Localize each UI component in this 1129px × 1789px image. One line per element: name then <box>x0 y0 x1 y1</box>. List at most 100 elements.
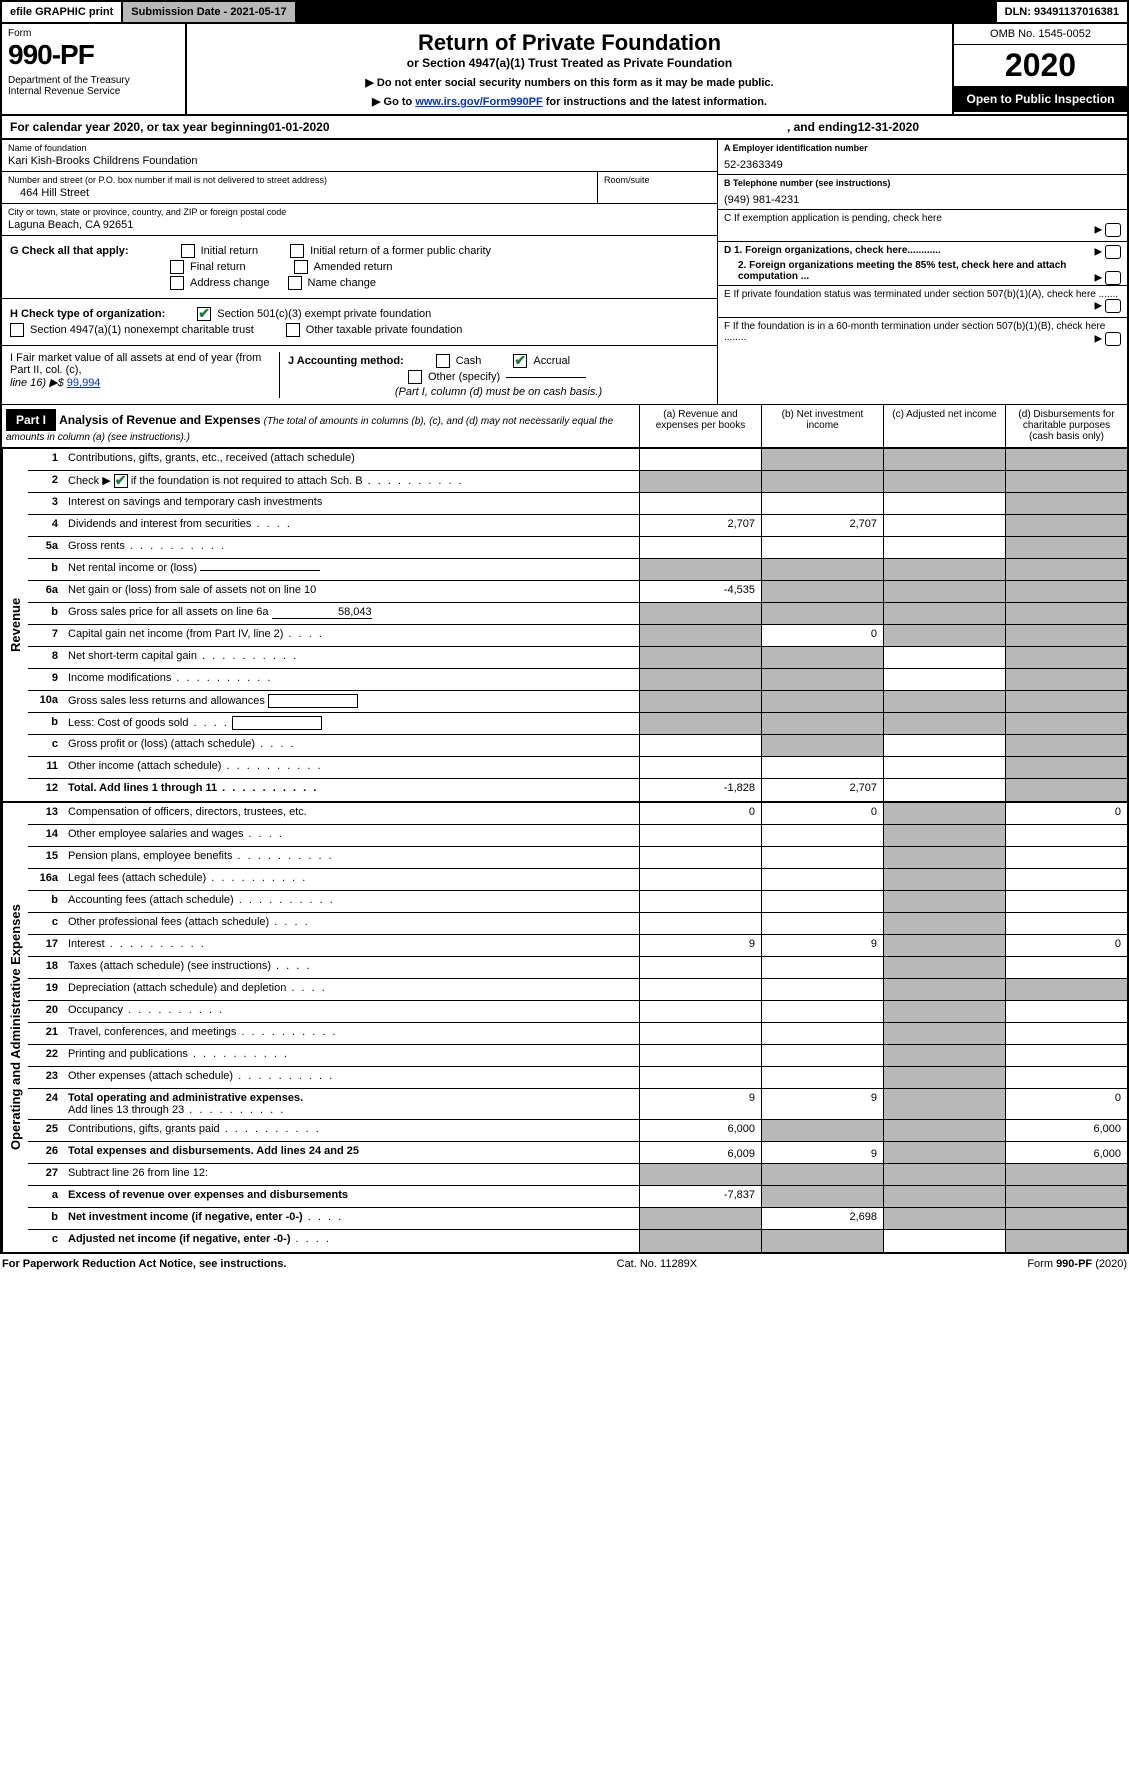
l1-desc: Contributions, gifts, grants, etc., rece… <box>64 449 639 470</box>
l25-c <box>883 1120 1005 1141</box>
chk-initial-former[interactable] <box>290 244 304 258</box>
header-right: OMB No. 1545-0052 2020 Open to Public In… <box>952 24 1127 114</box>
chk-amended-return[interactable] <box>294 260 308 274</box>
l16a-b <box>761 869 883 890</box>
l7-c <box>883 625 1005 646</box>
d2-label: 2. Foreign organizations meeting the 85%… <box>738 260 1066 282</box>
info-left: Name of foundation Kari Kish-Brooks Chil… <box>2 140 717 404</box>
l14-b <box>761 825 883 846</box>
l10c-b <box>761 735 883 756</box>
ln-27b: b <box>28 1208 64 1229</box>
instr-post: for instructions and the latest informat… <box>543 96 767 108</box>
efile-label[interactable]: efile GRAPHIC print <box>2 2 123 22</box>
chk-final-return[interactable] <box>170 260 184 274</box>
l25-a: 6,000 <box>639 1120 761 1141</box>
footer-right: Form 990-PF (2020) <box>1027 1258 1127 1270</box>
cal-begin: 01-01-2020 <box>268 120 329 134</box>
chk-address-change[interactable] <box>170 276 184 290</box>
l10b-box <box>232 716 322 730</box>
l27-desc: Subtract line 26 from line 12: <box>64 1164 639 1185</box>
l6b-d <box>1005 603 1127 624</box>
l14-text: Other employee salaries and wages <box>68 828 243 840</box>
part1-title-cell: Part I Analysis of Revenue and Expenses … <box>2 405 639 447</box>
chk-d1[interactable] <box>1105 245 1121 259</box>
l22-b <box>761 1045 883 1066</box>
foundation-name-cell: Name of foundation Kari Kish-Brooks Chil… <box>2 140 717 172</box>
l25-desc: Contributions, gifts, grants paid <box>64 1120 639 1141</box>
chk-other-taxable[interactable] <box>286 323 300 337</box>
irs-link[interactable]: www.irs.gov/Form990PF <box>415 96 542 108</box>
city-label: City or town, state or province, country… <box>8 207 711 217</box>
phone-cell: B Telephone number (see instructions) (9… <box>718 175 1127 210</box>
l1-d <box>1005 449 1127 470</box>
l16a-text: Legal fees (attach schedule) <box>68 872 206 884</box>
chk-501c3[interactable] <box>197 307 211 321</box>
l24-d: 0 <box>1005 1089 1127 1119</box>
other-specify-line <box>506 377 586 378</box>
ln-16b: b <box>28 891 64 912</box>
i-value[interactable]: 99,994 <box>67 377 101 389</box>
chk-initial-return[interactable] <box>181 244 195 258</box>
chk-cash[interactable] <box>436 354 450 368</box>
l20-c <box>883 1001 1005 1022</box>
chk-c[interactable] <box>1105 223 1121 237</box>
l13-b: 0 <box>761 803 883 824</box>
l11-desc: Other income (attach schedule) <box>64 757 639 778</box>
l27b-a <box>639 1208 761 1229</box>
l4-c <box>883 515 1005 536</box>
l16a-c <box>883 869 1005 890</box>
l10b-a <box>639 713 761 734</box>
l16b-text: Accounting fees (attach schedule) <box>68 894 234 906</box>
cal-pre: For calendar year 2020, or tax year begi… <box>10 120 268 134</box>
l12-a: -1,828 <box>639 779 761 801</box>
ln-3: 3 <box>28 493 64 514</box>
l27c-c <box>883 1230 1005 1252</box>
l2-pre: Check ▶ <box>68 475 111 487</box>
l19-c <box>883 979 1005 1000</box>
l4-b: 2,707 <box>761 515 883 536</box>
chk-4947[interactable] <box>10 323 24 337</box>
l27b-d <box>1005 1208 1127 1229</box>
expenses-rows: 13Compensation of officers, directors, t… <box>28 803 1127 1252</box>
l26-c <box>883 1142 1005 1163</box>
open-public: Open to Public Inspection <box>954 86 1127 112</box>
l17-a: 9 <box>639 935 761 956</box>
l4-desc: Dividends and interest from securities <box>64 515 639 536</box>
chk-name-change[interactable] <box>288 276 302 290</box>
ln-6a: 6a <box>28 581 64 602</box>
form-label: Form <box>8 28 179 39</box>
l10a-box <box>268 694 358 708</box>
l11-text: Other income (attach schedule) <box>68 760 221 772</box>
l1-a <box>639 449 761 470</box>
chk-accrual[interactable] <box>513 354 527 368</box>
l26-d: 6,000 <box>1005 1142 1127 1163</box>
l27b-desc: Net investment income (if negative, ente… <box>64 1208 639 1229</box>
l20-desc: Occupancy <box>64 1001 639 1022</box>
info-right: A Employer identification number 52-2363… <box>717 140 1127 404</box>
ln-18: 18 <box>28 957 64 978</box>
chk-d2[interactable] <box>1105 271 1121 285</box>
l10c-desc: Gross profit or (loss) (attach schedule) <box>64 735 639 756</box>
l9-c <box>883 669 1005 690</box>
l16c-c <box>883 913 1005 934</box>
header-center: Return of Private Foundation or Section … <box>187 24 952 114</box>
submission-date: Submission Date - 2021-05-17 <box>123 2 296 22</box>
l10b-text: Less: Cost of goods sold <box>68 717 188 729</box>
chk-f[interactable] <box>1105 332 1121 346</box>
l5b-text: Net rental income or (loss) <box>68 562 197 574</box>
chk-sch-b[interactable] <box>114 474 128 488</box>
l16b-c <box>883 891 1005 912</box>
section-g: G Check all that apply: Initial return I… <box>2 236 717 299</box>
chk-e[interactable] <box>1105 299 1121 313</box>
g-initial-former: Initial return of a former public charit… <box>310 245 491 257</box>
l15-desc: Pension plans, employee benefits <box>64 847 639 868</box>
l3-desc: Interest on savings and temporary cash i… <box>64 493 639 514</box>
ln-5a: 5a <box>28 537 64 558</box>
l5a-a <box>639 537 761 558</box>
ln-10c: c <box>28 735 64 756</box>
l11-a <box>639 757 761 778</box>
l2-a <box>639 471 761 492</box>
g-initial: Initial return <box>201 245 258 257</box>
chk-other-method[interactable] <box>408 370 422 384</box>
ln-4: 4 <box>28 515 64 536</box>
